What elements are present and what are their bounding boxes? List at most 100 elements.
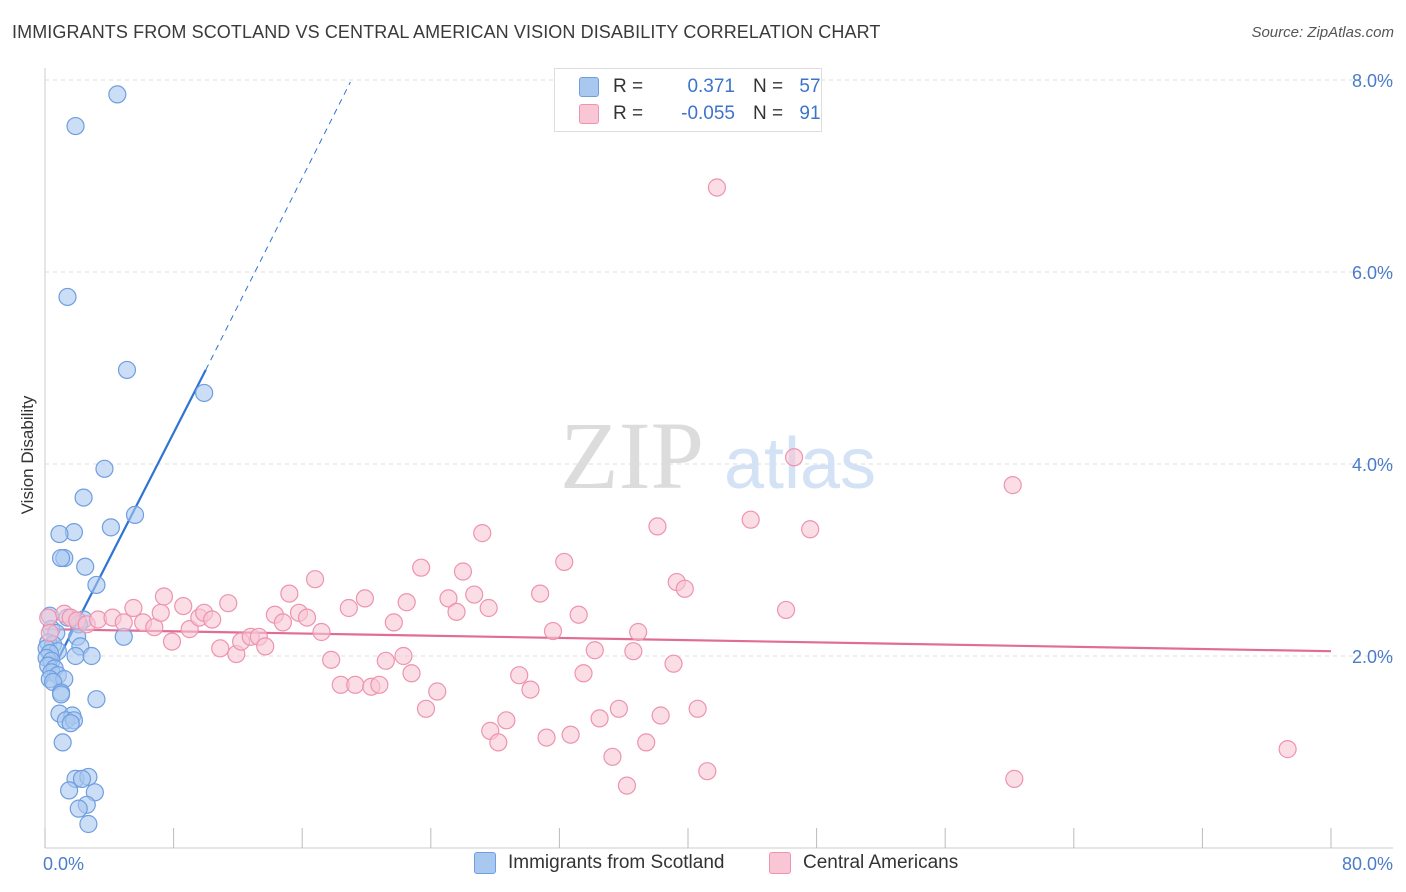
data-point	[603, 747, 622, 766]
data-point	[219, 594, 238, 613]
data-point	[114, 613, 133, 632]
data-point	[629, 622, 648, 642]
data-point	[543, 621, 563, 641]
data-point	[741, 510, 760, 529]
data-point	[707, 178, 727, 197]
legend-item-scotland[interactable]: Immigrants from Scotland	[474, 852, 724, 874]
source-label: Source: ZipAtlas.com	[1251, 24, 1394, 41]
data-point	[66, 116, 85, 136]
data-point	[69, 799, 88, 818]
series-central-americans	[39, 178, 1297, 795]
data-point	[624, 642, 643, 661]
data-point	[698, 762, 717, 781]
data-point	[211, 639, 230, 658]
data-point	[585, 641, 604, 660]
data-point	[609, 699, 628, 718]
watermark: ZIP atlas	[560, 402, 876, 509]
data-point	[590, 709, 609, 728]
trend-line-scotland-extension	[205, 81, 351, 371]
data-point	[648, 517, 667, 536]
legend-n-label: N =	[753, 76, 784, 97]
data-point	[346, 675, 365, 694]
tick-labels: 2.0% 4.0% 6.0% 8.0% 0.0% 80.0%	[43, 71, 1393, 874]
stats-legend: R = 0.371 N = 57 R = -0.055 N = 91	[554, 68, 822, 132]
legend-item-central-americans[interactable]: Central Americans	[769, 852, 958, 874]
legend-r-value: 0.371	[687, 76, 735, 97]
data-point	[473, 524, 492, 543]
legend-n-value: 57	[799, 76, 821, 97]
data-point	[203, 610, 222, 629]
data-point	[416, 699, 436, 718]
data-point	[87, 575, 106, 595]
data-point	[256, 637, 275, 656]
data-point	[195, 383, 214, 403]
data-point	[297, 608, 317, 627]
data-point	[784, 448, 804, 467]
data-point	[555, 552, 574, 572]
data-point	[53, 733, 72, 752]
data-point	[776, 600, 796, 620]
data-point	[439, 589, 458, 608]
watermark-zip: ZIP	[560, 402, 704, 509]
data-point	[60, 781, 79, 800]
data-point	[124, 598, 143, 618]
data-point	[72, 769, 92, 788]
data-point	[95, 459, 114, 478]
data-point	[376, 651, 395, 670]
gridlines	[45, 79, 1393, 657]
data-point	[537, 728, 556, 747]
data-point	[151, 603, 170, 622]
data-point	[664, 654, 683, 673]
data-point	[108, 85, 127, 104]
data-point	[1278, 740, 1297, 759]
data-point	[510, 666, 529, 685]
data-point	[479, 598, 498, 618]
data-point	[154, 587, 174, 606]
legend-n-value: 91	[799, 103, 821, 124]
legend-swatch-central-americans	[579, 104, 599, 124]
data-point	[82, 646, 101, 666]
data-point	[465, 585, 484, 604]
data-point	[447, 602, 466, 621]
data-point	[412, 558, 431, 577]
data-point	[497, 711, 516, 730]
data-point	[801, 520, 820, 539]
y-tick-label: 6.0%	[1352, 263, 1393, 283]
legend-swatch	[474, 852, 496, 874]
y-tick-label: 4.0%	[1352, 455, 1393, 475]
data-point	[50, 524, 69, 544]
data-point	[453, 562, 473, 581]
data-point	[305, 570, 325, 589]
data-point	[1003, 476, 1022, 495]
data-point	[397, 593, 416, 612]
data-point	[569, 605, 588, 624]
y-tick-label: 8.0%	[1352, 71, 1393, 91]
legend-r-value: -0.055	[681, 103, 735, 124]
legend-row-scotland: R = 0.371 N = 57	[579, 75, 827, 99]
axes	[44, 68, 1393, 849]
data-point	[174, 596, 193, 616]
data-point	[125, 505, 145, 524]
data-point	[162, 632, 182, 651]
legend-n-label: N =	[753, 103, 784, 124]
data-point	[51, 548, 71, 568]
data-point	[675, 579, 694, 598]
data-point	[280, 584, 299, 603]
data-point	[87, 690, 106, 709]
data-point	[76, 557, 95, 576]
legend-swatch-scotland	[579, 77, 599, 97]
legend-label: Immigrants from Scotland	[508, 852, 725, 873]
data-point	[40, 623, 59, 643]
x-tick-label: 0.0%	[43, 854, 84, 874]
series-scotland	[37, 85, 214, 834]
data-point	[651, 706, 670, 725]
data-point	[66, 646, 85, 666]
data-point	[384, 613, 403, 632]
data-point	[574, 664, 593, 683]
data-point	[51, 685, 71, 704]
data-point	[339, 598, 358, 618]
data-point	[637, 733, 656, 752]
data-point	[74, 488, 93, 507]
data-point	[273, 613, 293, 632]
data-points	[37, 85, 1297, 834]
